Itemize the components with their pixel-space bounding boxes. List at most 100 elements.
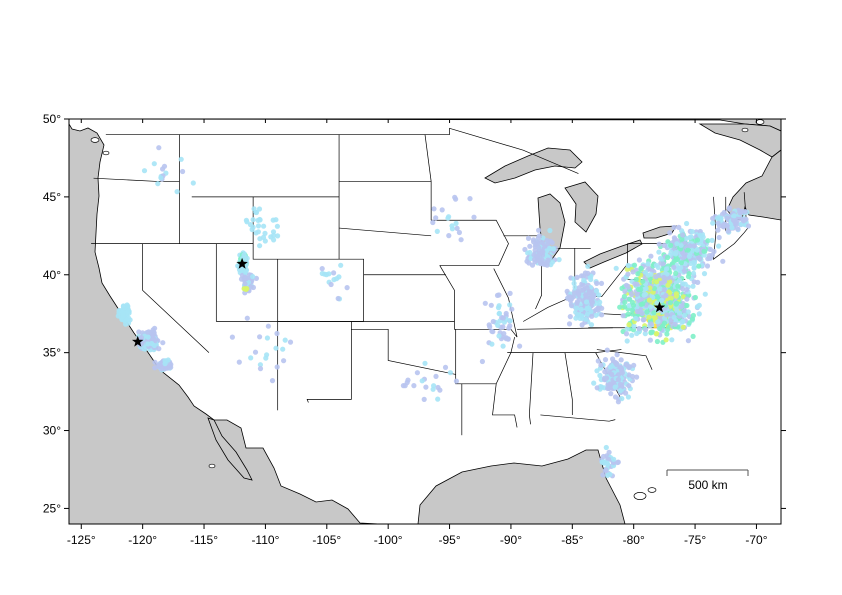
report-dot bbox=[256, 206, 263, 212]
report-dot bbox=[573, 315, 579, 321]
report-dot bbox=[648, 304, 654, 310]
report-dot bbox=[665, 239, 671, 245]
report-dot bbox=[716, 234, 722, 241]
y-tick-label: 50° bbox=[43, 112, 61, 126]
report-dot bbox=[249, 226, 255, 233]
x-tick-label: -105° bbox=[312, 533, 341, 547]
report-dot bbox=[145, 341, 151, 347]
report-dot bbox=[671, 314, 677, 320]
report-dot bbox=[264, 335, 270, 341]
report-dot bbox=[282, 337, 288, 343]
report-dot bbox=[610, 356, 616, 362]
report-dot bbox=[496, 303, 502, 309]
report-dot bbox=[706, 253, 713, 259]
report-dot bbox=[576, 285, 582, 291]
report-dot bbox=[180, 168, 186, 175]
report-dot bbox=[631, 362, 637, 368]
report-dot bbox=[257, 243, 263, 249]
report-dot bbox=[631, 323, 637, 329]
report-dot bbox=[467, 196, 473, 202]
report-dot bbox=[273, 345, 279, 351]
report-dot bbox=[684, 220, 690, 227]
report-dot bbox=[274, 223, 280, 229]
report-dot bbox=[660, 261, 666, 267]
report-dot bbox=[622, 299, 628, 305]
report-dot bbox=[262, 230, 268, 236]
x-tick-label: -80° bbox=[623, 533, 645, 547]
report-dot bbox=[431, 383, 437, 389]
report-dot bbox=[615, 459, 621, 465]
report-dot bbox=[690, 312, 697, 319]
report-dot bbox=[645, 261, 651, 267]
report-dot bbox=[595, 358, 601, 364]
report-dot bbox=[668, 242, 674, 248]
report-dot bbox=[636, 325, 642, 332]
report-dot bbox=[496, 311, 502, 317]
report-dot bbox=[257, 362, 263, 368]
report-dot bbox=[661, 242, 667, 248]
report-dot bbox=[664, 266, 670, 272]
border-fl bbox=[540, 414, 616, 422]
report-dot bbox=[517, 343, 523, 349]
report-dot bbox=[589, 313, 595, 319]
report-dot bbox=[255, 223, 262, 229]
report-dot bbox=[540, 249, 546, 255]
report-dot bbox=[453, 220, 459, 226]
island-5 bbox=[755, 119, 765, 125]
report-dot bbox=[280, 346, 286, 352]
report-dot bbox=[583, 316, 589, 322]
report-dot bbox=[583, 299, 590, 305]
report-dot bbox=[500, 315, 506, 321]
report-dot bbox=[656, 249, 662, 255]
report-dot bbox=[619, 370, 626, 376]
report-dot bbox=[612, 359, 618, 366]
report-dot bbox=[580, 282, 586, 288]
report-dot bbox=[275, 233, 281, 239]
report-dot bbox=[495, 322, 501, 328]
report-dot bbox=[547, 227, 553, 234]
report-dot bbox=[539, 240, 545, 246]
report-dot bbox=[174, 189, 180, 195]
lake-superior bbox=[484, 147, 583, 184]
report-dot bbox=[685, 309, 691, 315]
report-dot bbox=[571, 280, 577, 286]
report-dot bbox=[647, 285, 653, 291]
report-dot bbox=[119, 309, 125, 315]
report-dot bbox=[729, 225, 735, 231]
island-0 bbox=[633, 492, 647, 500]
report-dot bbox=[242, 281, 248, 287]
report-dot bbox=[536, 233, 543, 239]
report-dot bbox=[489, 341, 495, 347]
report-dot bbox=[615, 376, 622, 383]
report-dot bbox=[190, 180, 196, 186]
report-dot bbox=[701, 248, 707, 254]
island-3 bbox=[90, 137, 100, 143]
border-al-ga bbox=[564, 352, 573, 415]
report-dot bbox=[739, 208, 745, 214]
report-dot bbox=[680, 250, 686, 256]
report-dot bbox=[529, 262, 536, 268]
report-dot bbox=[614, 352, 620, 358]
report-dot bbox=[586, 305, 592, 311]
report-dot bbox=[599, 384, 605, 390]
report-dot bbox=[661, 287, 668, 293]
report-dot bbox=[617, 388, 624, 394]
report-dot bbox=[155, 362, 161, 368]
report-dot bbox=[574, 305, 580, 311]
report-dot bbox=[619, 396, 625, 402]
report-dot bbox=[160, 340, 166, 346]
border-ca-nv bbox=[142, 243, 210, 353]
report-dot bbox=[274, 330, 280, 337]
report-dot bbox=[454, 225, 460, 231]
report-dot bbox=[331, 270, 337, 276]
report-dot bbox=[624, 338, 630, 344]
report-dot bbox=[150, 332, 156, 338]
report-dot bbox=[281, 358, 287, 364]
report-dot bbox=[673, 293, 679, 299]
report-dot bbox=[648, 329, 654, 335]
report-dot bbox=[434, 228, 440, 234]
report-dot bbox=[120, 313, 126, 319]
report-dot bbox=[270, 217, 276, 223]
report-dot bbox=[603, 444, 609, 451]
report-dot bbox=[161, 163, 168, 169]
